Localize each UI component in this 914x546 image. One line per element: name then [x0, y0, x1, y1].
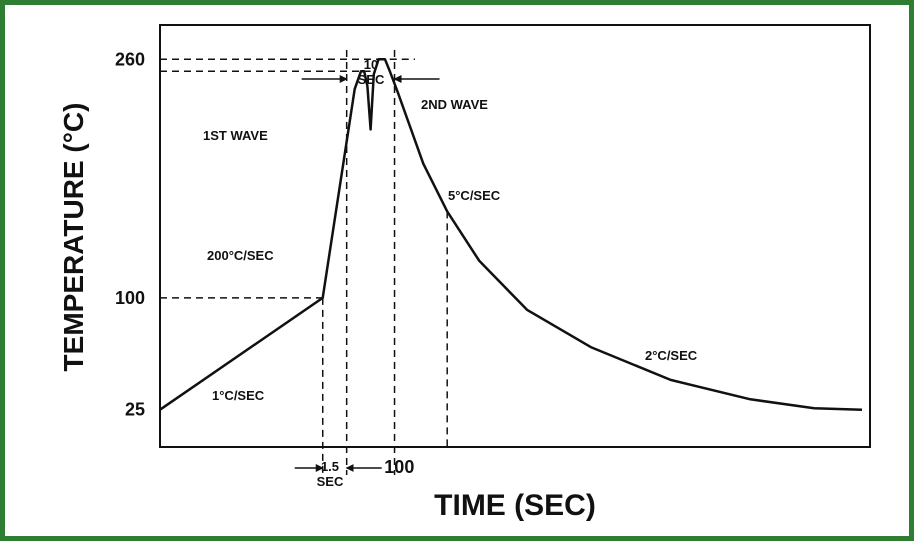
- annotation-1-5-sec-unit: SEC: [317, 474, 344, 489]
- annotation-5c-per-sec: 5°C/SEC: [448, 188, 501, 203]
- annotation-2nd-wave: 2ND WAVE: [421, 97, 488, 112]
- plot-area-frame: [159, 24, 871, 448]
- x-tick-label: 100: [384, 457, 414, 477]
- annotation-10-sec-unit: SEC: [358, 72, 385, 87]
- x-axis-title: TIME (SEC): [434, 489, 596, 522]
- y-tick-label: 100: [115, 288, 145, 308]
- annotation-200c-per-sec: 200°C/SEC: [207, 248, 274, 263]
- y-tick-label: 260: [115, 49, 145, 69]
- y-axis-title: TEMPERATURE (°C): [58, 103, 89, 372]
- y-tick-label: 25: [125, 400, 145, 420]
- annotation-1st-wave: 1ST WAVE: [203, 128, 268, 143]
- annotation-1c-per-sec: 1°C/SEC: [212, 388, 265, 403]
- reflow-profile-chart: 25 100 260 100 1°C/SEC 200°C/SEC 5°C/SEC 2°…: [58, 24, 871, 522]
- annotation-10-sec-number: 10: [364, 57, 378, 72]
- annotation-2c-per-sec: 2°C/SEC: [645, 348, 698, 363]
- annotation-1-5-sec-number: 1.5: [321, 459, 339, 474]
- temperature-profile-line: [159, 58, 863, 411]
